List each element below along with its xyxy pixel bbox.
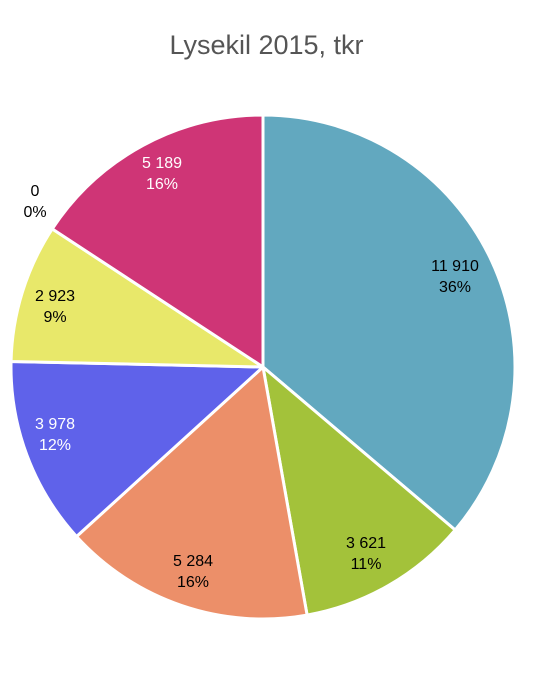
labels-group: 11 910 36% 3 621 11% 5 284 16% 3 978 12% 2 923 9%… — [23, 155, 479, 591]
slice-label-5: 0 0% — [23, 183, 46, 221]
slice-value-label-2: 5 284 — [173, 553, 213, 570]
slice-label-4: 2 923 9% — [35, 288, 75, 326]
slice-percent-label-5: 0% — [23, 204, 46, 221]
pie-slice-4 — [9, 227, 265, 369]
pie-slice-2 — [75, 365, 309, 621]
slice-label-3: 3 978 12% — [35, 416, 75, 454]
pie-slice-3 — [9, 360, 265, 539]
pie-slice-6 — [50, 113, 265, 369]
slices-group — [9, 113, 517, 621]
slice-value-label-3: 3 978 — [35, 416, 75, 433]
slice-label-1: 3 621 11% — [346, 535, 386, 573]
pie-slice-1 — [261, 365, 457, 617]
chart-title: Lysekil 2015, tkr — [169, 30, 364, 60]
slice-value-label-4: 2 923 — [35, 288, 75, 305]
slice-label-6: 5 189 16% — [142, 155, 182, 193]
slice-value-label-0: 11 910 — [431, 258, 479, 275]
slice-percent-label-1: 11% — [351, 556, 382, 573]
slice-percent-label-3: 12% — [39, 437, 71, 454]
slice-value-label-6: 5 189 — [142, 155, 182, 172]
slice-label-0: 11 910 36% — [431, 258, 479, 296]
slice-percent-label-6: 16% — [146, 176, 178, 193]
slice-value-label-1: 3 621 — [346, 535, 386, 552]
pie-slice-0 — [261, 113, 517, 532]
slice-percent-label-0: 36% — [439, 279, 471, 296]
slice-percent-label-2: 16% — [177, 574, 209, 591]
slice-label-2: 5 284 16% — [173, 553, 213, 591]
slice-percent-label-4: 9% — [43, 309, 66, 326]
slice-value-label-5: 0 — [31, 183, 40, 200]
